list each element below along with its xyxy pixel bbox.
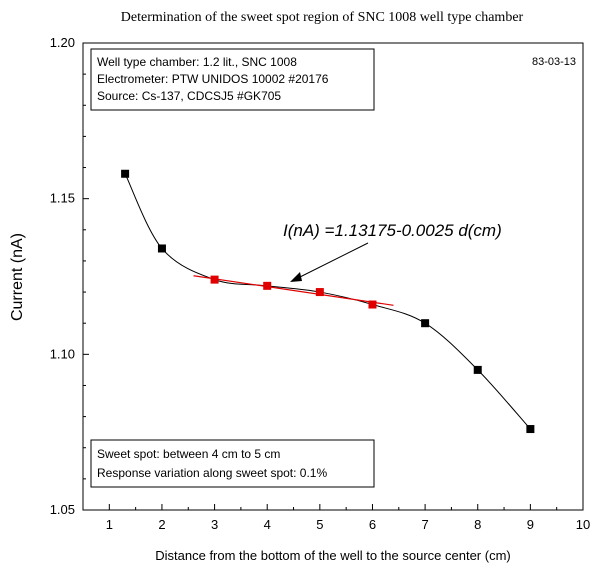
red-data-point (368, 300, 377, 309)
smooth-curve (124, 173, 531, 430)
black-data-point (421, 319, 430, 328)
info-box-line-3: Source: Cs-137, CDCSJ5 #GK705 (97, 89, 281, 103)
black-data-point (157, 244, 166, 253)
x-tick-label: 1 (106, 517, 113, 532)
red-data-point (263, 281, 272, 290)
x-tick-label: 3 (211, 517, 218, 532)
red-data-point (315, 288, 324, 297)
x-tick-label: 7 (421, 517, 428, 532)
info-box-frame (90, 48, 375, 111)
sweet-spot-line-2: Response variation along sweet spot: 0.1… (97, 466, 327, 480)
y-tick-label: 1.20 (50, 35, 75, 50)
x-tick-label: 6 (369, 517, 376, 532)
y-tick-label: 1.15 (50, 191, 75, 206)
info-box-line-2: Electrometer: PTW UNIDOS 10002 #20176 (97, 72, 329, 86)
y-axis-label: Current (nA) (9, 233, 26, 321)
sweet-spot-box-frame (90, 439, 375, 488)
x-tick-label: 8 (474, 517, 481, 532)
sweet-spot-line-1: Sweet spot: between 4 cm to 5 cm (97, 447, 280, 461)
y-axis-ticks: 1.05 1.10 1.15 1.20 (50, 35, 89, 517)
linear-fit-line (193, 275, 394, 306)
x-tick-label: 4 (264, 517, 271, 532)
black-data-point (526, 425, 535, 434)
x-tick-label: 2 (158, 517, 165, 532)
annotation-arrow-shaft (295, 242, 369, 280)
annotation-arrow-head (290, 272, 302, 282)
x-axis-ticks: 1 2 3 4 5 6 7 8 9 10 (106, 504, 590, 532)
sweet-spot-box: Sweet spot: between 4 cm to 5 cm Respons… (90, 439, 375, 488)
red-data-point (210, 275, 219, 284)
black-data-point (473, 365, 482, 374)
fit-annotation: I(nA) =1.13175-0.0025 d(cm) (283, 221, 502, 240)
date-label: 83-03-13 (532, 56, 576, 68)
info-box: Well type chamber: 1.2 lit., SNC 1008 El… (90, 48, 375, 111)
data-points (121, 169, 535, 434)
black-data-point (121, 169, 130, 178)
plot-area (82, 42, 584, 511)
x-tick-label: 9 (527, 517, 534, 532)
x-axis-label: Distance from the bottom of the well to … (155, 548, 510, 563)
y-tick-label: 1.05 (50, 502, 75, 517)
chart-title: Determination of the sweet spot region o… (121, 10, 524, 25)
x-tick-label: 5 (316, 517, 323, 532)
y-tick-label: 1.10 (50, 346, 75, 361)
info-box-line-1: Well type chamber: 1.2 lit., SNC 1008 (97, 55, 297, 69)
x-tick-label: 10 (576, 517, 590, 532)
